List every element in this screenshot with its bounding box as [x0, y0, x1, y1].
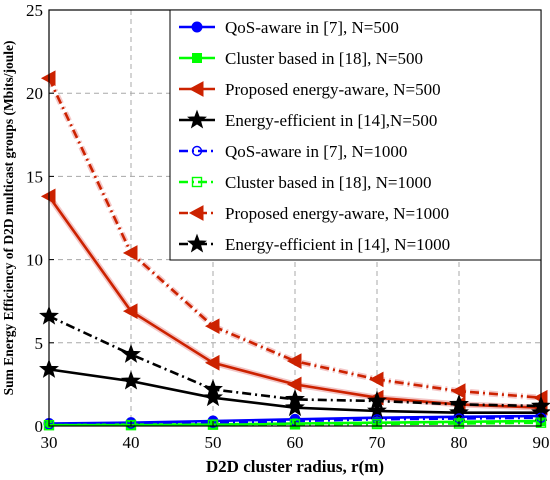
y-axis-title: Sum Energy Efficiency of D2D multicast g… [1, 41, 16, 396]
data-point [207, 419, 219, 430]
series-7 [40, 70, 548, 406]
legend-label: Proposed energy-aware, N=500 [225, 80, 441, 99]
data-point [449, 402, 469, 422]
legend-label: Energy-efficient in [14], N=1000 [225, 235, 450, 254]
y-tick-label: 15 [26, 167, 43, 186]
legend-label: QoS-aware in [7], N=500 [225, 18, 399, 37]
data-point [121, 370, 141, 390]
legend-marker [192, 53, 202, 63]
x-tick-label: 30 [41, 433, 58, 452]
data-point [289, 419, 301, 430]
legend-item: QoS-aware in [7], N=500 [179, 18, 399, 37]
legend-label: Energy-efficient in [14],N=500 [225, 111, 437, 130]
data-point [286, 376, 302, 393]
data-point [286, 353, 302, 369]
y-tick-label: 0 [35, 417, 44, 436]
ticks: 30 40 50 60 70 80 90 0 5 10 15 20 25 [26, 1, 550, 452]
data-point [122, 303, 138, 320]
y-tick-label: 20 [26, 84, 43, 103]
y-tick-label: 10 [26, 251, 43, 270]
legend-marker [191, 21, 203, 33]
data-point [125, 419, 137, 431]
legend-label: Cluster based in [18], N=500 [225, 49, 423, 68]
data-point [203, 387, 223, 407]
y-tick-label: 5 [35, 334, 44, 353]
legend-item: Cluster based in [18], N=500 [179, 49, 423, 68]
x-tick-label: 70 [369, 433, 386, 452]
data-point [204, 354, 220, 371]
data-point [450, 383, 466, 399]
data-point [203, 378, 223, 398]
data-point [449, 393, 469, 413]
data-point [367, 390, 387, 410]
y-tick-label: 25 [26, 1, 43, 20]
data-point [453, 418, 465, 429]
legend: QoS-aware in [7], N=500 Cluster based in … [169, 9, 542, 261]
x-tick-label: 50 [205, 433, 222, 452]
data-point [368, 371, 384, 388]
data-point [122, 245, 138, 261]
x-tick-label: 40 [123, 433, 140, 452]
legend-item: Proposed energy-aware, N=1000 [179, 204, 449, 223]
legend-label: Proposed energy-aware, N=1000 [225, 204, 449, 223]
legend-marker [191, 145, 203, 157]
x-tick-label: 80 [451, 433, 468, 452]
data-point [285, 388, 305, 408]
legend-label: QoS-aware in [7], N=1000 [225, 142, 407, 161]
legend-marker [187, 109, 207, 129]
legend-marker [191, 176, 203, 188]
legend-box [169, 9, 542, 261]
legend-item: Proposed energy-aware, N=500 [179, 80, 441, 99]
legend-item: Cluster based in [18], N=1000 [179, 173, 431, 192]
x-tick-label: 90 [533, 433, 550, 452]
legend-item: QoS-aware in [7], N=1000 [179, 142, 407, 161]
legend-marker [188, 205, 204, 221]
series-4 [39, 358, 550, 422]
data-point [204, 318, 220, 334]
data-point [371, 418, 383, 430]
x-tick-label: 60 [287, 433, 304, 452]
legend-marker [187, 233, 207, 253]
legend-label: Cluster based in [18], N=1000 [225, 173, 431, 192]
data-point [285, 397, 305, 417]
x-axis-title: D2D cluster radius, r(m) [206, 457, 384, 476]
data-point [121, 343, 141, 363]
legend-item: Energy-efficient in [14], N=1000 [179, 233, 450, 254]
legend-item: Energy-efficient in [14],N=500 [179, 109, 437, 130]
legend-marker [188, 81, 204, 97]
